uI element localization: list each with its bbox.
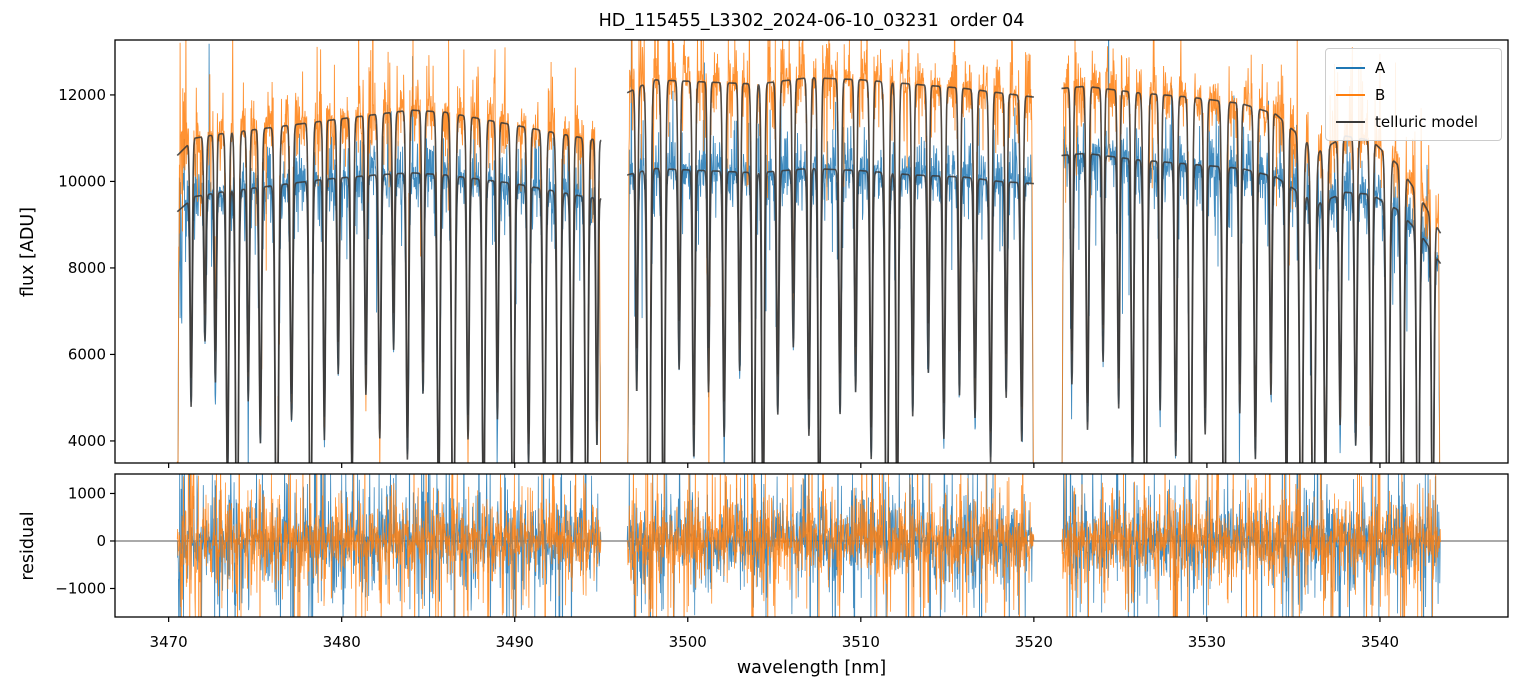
- svg-text:6000: 6000: [68, 345, 106, 363]
- svg-text:1000: 1000: [68, 484, 106, 502]
- legend: A B telluric model: [1325, 48, 1502, 141]
- svg-text:8000: 8000: [68, 259, 106, 277]
- legend-line-telluric-swatch: [1336, 120, 1365, 123]
- legend-item-b: B: [1336, 84, 1491, 105]
- svg-text:3480: 3480: [323, 633, 361, 651]
- legend-item-a: A: [1336, 57, 1491, 78]
- svg-text:3490: 3490: [496, 633, 534, 651]
- svg-text:3510: 3510: [842, 633, 880, 651]
- svg-text:12000: 12000: [58, 86, 106, 104]
- chart-title: HD_115455_L3302_2024-06-10_03231 order 0…: [598, 11, 1025, 31]
- legend-line-b-swatch: [1336, 93, 1365, 96]
- svg-text:3520: 3520: [1015, 633, 1053, 651]
- residual-axis-label: residual: [18, 511, 38, 581]
- flux-axis-label: flux [ADU]: [18, 207, 38, 297]
- svg-text:3470: 3470: [150, 633, 188, 651]
- svg-text:3530: 3530: [1188, 633, 1226, 651]
- svg-text:−1000: −1000: [55, 579, 106, 597]
- svg-text:10000: 10000: [58, 172, 106, 190]
- svg-text:3540: 3540: [1361, 633, 1399, 651]
- legend-line-a-swatch: [1336, 66, 1365, 69]
- legend-item-telluric-model: telluric model: [1336, 111, 1491, 132]
- legend-label-b: B: [1375, 85, 1386, 104]
- svg-text:4000: 4000: [68, 432, 106, 450]
- legend-label-telluric: telluric model: [1375, 112, 1479, 131]
- svg-text:0: 0: [96, 532, 106, 550]
- legend-label-a: A: [1375, 58, 1386, 77]
- svg-text:3500: 3500: [669, 633, 707, 651]
- wavelength-axis-label: wavelength [nm]: [736, 658, 887, 678]
